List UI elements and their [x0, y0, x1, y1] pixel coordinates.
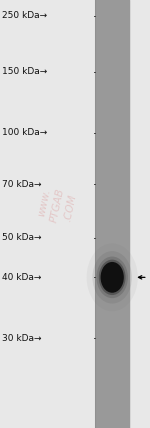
Ellipse shape: [101, 262, 124, 293]
Text: 40 kDa→: 40 kDa→: [2, 273, 41, 282]
Text: 30 kDa→: 30 kDa→: [2, 333, 41, 343]
Text: 100 kDa→: 100 kDa→: [2, 128, 47, 137]
Text: 250 kDa→: 250 kDa→: [2, 11, 47, 21]
Text: 50 kDa→: 50 kDa→: [2, 233, 41, 242]
Ellipse shape: [87, 244, 138, 311]
Bar: [95, 0, 130, 428]
Text: www.
PTGAB
.COM: www. PTGAB .COM: [36, 184, 78, 226]
Text: 150 kDa→: 150 kDa→: [2, 67, 47, 77]
Ellipse shape: [99, 260, 126, 295]
Ellipse shape: [96, 256, 128, 298]
Ellipse shape: [92, 251, 132, 303]
Text: 70 kDa→: 70 kDa→: [2, 179, 41, 189]
